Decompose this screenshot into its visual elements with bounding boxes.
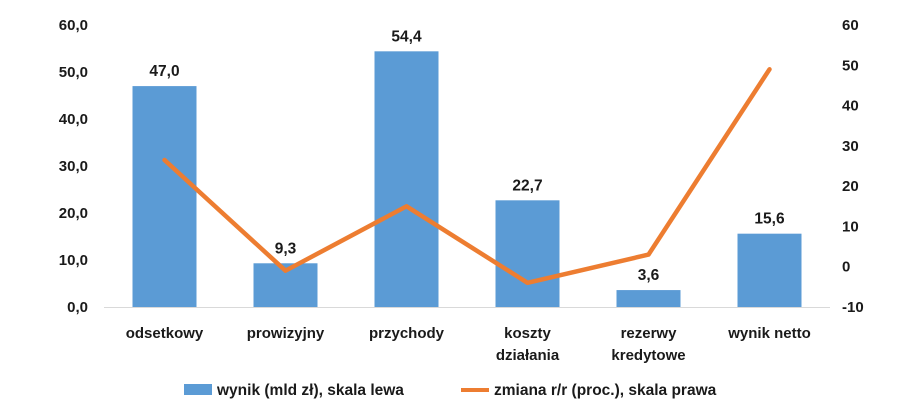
right-tick-label: 60	[842, 17, 859, 34]
legend: wynik (mld zł), skala lewa zmiana r/r (p…	[184, 382, 717, 399]
bar	[132, 86, 197, 307]
left-tick-label: 40,0	[59, 111, 88, 128]
left-tick-label: 30,0	[59, 158, 88, 175]
category-label: prowizyjny	[247, 325, 325, 342]
bar-value-label: 47,0	[149, 63, 179, 80]
bar-value-label: 54,4	[391, 28, 422, 45]
category-label: przychody	[369, 325, 445, 342]
right-tick-label: 10	[842, 218, 859, 235]
bar-data-labels: 47,0 9,3 54,4 22,7 3,6 15,6	[149, 28, 785, 284]
right-tick-label: 30	[842, 138, 859, 155]
left-tick-label: 20,0	[59, 205, 88, 222]
category-label: rezerwy	[621, 325, 678, 342]
right-tick-label: 40	[842, 98, 859, 115]
bar	[616, 290, 681, 307]
line-path	[162, 67, 772, 286]
bar	[495, 200, 560, 307]
bar	[374, 51, 439, 307]
legend-bar-swatch	[184, 384, 212, 395]
line-series	[162, 67, 772, 286]
right-axis-ticks: -10 0 10 20 30 40 50 60	[842, 17, 864, 316]
left-tick-label: 50,0	[59, 64, 88, 81]
category-label: wynik netto	[727, 325, 811, 342]
right-tick-label: 50	[842, 57, 859, 74]
left-tick-label: 10,0	[59, 252, 88, 269]
category-label: działania	[496, 347, 560, 364]
category-labels: odsetkowy prowizyjny przychody koszty działa…	[126, 325, 811, 364]
right-tick-label: 0	[842, 259, 850, 276]
bar-value-label: 15,6	[754, 211, 785, 228]
category-label: koszty	[504, 325, 551, 342]
category-label: kredytowe	[611, 347, 685, 364]
bar-series	[132, 51, 802, 307]
bar-value-label: 22,7	[512, 177, 542, 194]
left-tick-label: 0,0	[67, 299, 88, 316]
right-tick-label: 20	[842, 178, 859, 195]
bar-value-label: 3,6	[638, 267, 660, 284]
legend-line-label: zmiana r/r (proc.), skala prawa	[494, 382, 717, 399]
left-tick-label: 60,0	[59, 17, 88, 34]
right-tick-label: -10	[842, 299, 864, 316]
category-label: odsetkowy	[126, 325, 204, 342]
bar	[737, 233, 802, 307]
bar-value-label: 9,3	[275, 240, 297, 257]
left-axis-ticks: 0,0 10,0 20,0 30,0 40,0 50,0 60,0	[59, 17, 88, 316]
legend-bar-label: wynik (mld zł), skala lewa	[216, 382, 404, 399]
